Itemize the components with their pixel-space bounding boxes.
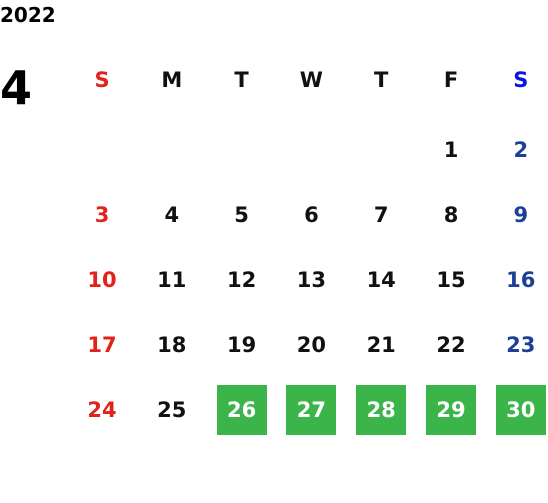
weekday-header: S bbox=[513, 68, 529, 92]
day: 18 bbox=[157, 333, 187, 357]
weekday-header: S bbox=[94, 68, 110, 92]
weekday-header: T bbox=[234, 68, 249, 92]
day: 16 bbox=[506, 268, 536, 292]
highlighted-day: 28 bbox=[356, 385, 407, 435]
day: 8 bbox=[443, 203, 459, 227]
highlighted-day: 27 bbox=[286, 385, 337, 435]
day: 13 bbox=[296, 268, 326, 292]
day: 4 bbox=[164, 203, 180, 227]
day: 20 bbox=[296, 333, 326, 357]
day: 10 bbox=[87, 268, 117, 292]
day: 5 bbox=[234, 203, 249, 227]
day: 7 bbox=[373, 203, 389, 227]
day: 12 bbox=[226, 268, 257, 292]
weekday-header: M bbox=[161, 68, 183, 92]
day: 24 bbox=[87, 398, 117, 422]
month: 4 bbox=[0, 61, 33, 115]
highlighted-day: 29 bbox=[426, 385, 476, 435]
day: 17 bbox=[87, 333, 117, 357]
highlighted-day: 26 bbox=[216, 385, 267, 435]
year: 2022 bbox=[0, 3, 56, 27]
day: 23 bbox=[506, 333, 536, 357]
day: 22 bbox=[436, 333, 466, 357]
day: 1 bbox=[443, 138, 459, 162]
day: 2 bbox=[513, 138, 529, 162]
weekday-header: T bbox=[374, 68, 389, 92]
highlighted-day: 30 bbox=[495, 385, 546, 435]
day: 11 bbox=[157, 268, 187, 292]
day: 6 bbox=[304, 203, 319, 227]
day: 25 bbox=[157, 398, 187, 422]
day: 14 bbox=[366, 268, 396, 292]
weekday-header: W bbox=[299, 68, 323, 92]
weekday-header: F bbox=[443, 68, 459, 92]
day: 21 bbox=[366, 333, 396, 357]
day: 19 bbox=[226, 333, 257, 357]
day: 15 bbox=[436, 268, 466, 292]
day: 9 bbox=[513, 203, 529, 227]
day: 3 bbox=[94, 203, 110, 227]
